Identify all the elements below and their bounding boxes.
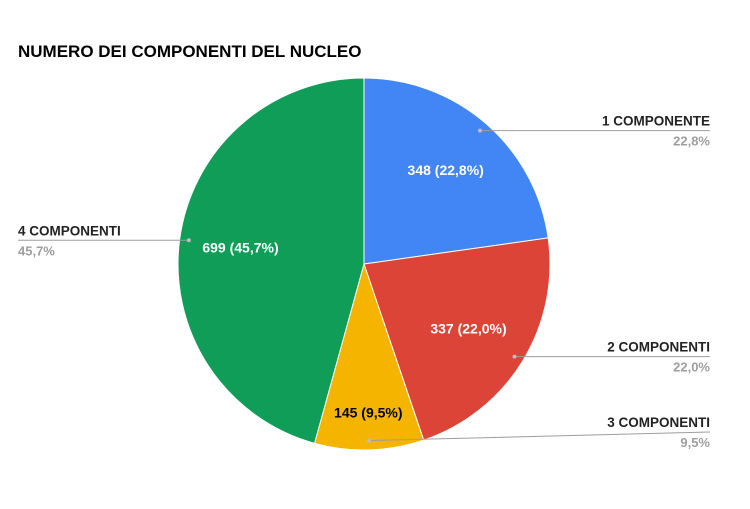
slice-value-label-3-componenti: 145 (9,5%)	[334, 405, 402, 421]
category-label-1-componente: 1 COMPONENTE	[602, 114, 710, 129]
leader-line-3-componenti	[369, 431, 711, 442]
percent-label-2-componenti: 22,0%	[673, 360, 710, 375]
leader-dot-1-componente	[477, 128, 482, 133]
chart-title: NUMERO DEI COMPONENTI DEL NUCLEO	[18, 42, 362, 61]
pie-slice-4-componenti	[177, 77, 365, 444]
leader-dot-3-componenti	[367, 438, 372, 443]
category-labels: 1 COMPONENTE 22,8% 2 COMPONENTI 22,0% 3 COMP…	[18, 114, 710, 450]
category-label-4-componenti: 4 COMPONENTI	[18, 223, 121, 238]
slice-value-label-4-componenti: 699 (45,7%)	[202, 239, 278, 255]
category-label-2-componenti: 2 COMPONENTI	[607, 340, 710, 355]
slice-value-labels: 348 (22,8%) 337 (22,0%) 145 (9,5%) 699 (45,…	[202, 162, 506, 421]
slice-value-label-2-componenti: 337 (22,0%)	[430, 320, 506, 336]
slice-value-label-1-componente: 348 (22,8%)	[408, 162, 484, 178]
pie-slices	[177, 77, 551, 451]
pie-slice-2-componenti	[363, 237, 551, 441]
category-label-3-componenti: 3 COMPONENTI	[607, 415, 710, 430]
percent-label-4-componenti: 45,7%	[18, 243, 55, 258]
pie-slice-1-componente	[363, 77, 549, 265]
percent-label-1-componente: 22,8%	[673, 134, 710, 149]
pie-slice-3-componenti	[313, 262, 425, 451]
leader-dot-4-componenti	[186, 238, 191, 243]
leader-lines	[18, 128, 711, 443]
leader-dot-2-componenti	[512, 354, 517, 359]
percent-label-3-componenti: 9,5%	[680, 435, 710, 450]
